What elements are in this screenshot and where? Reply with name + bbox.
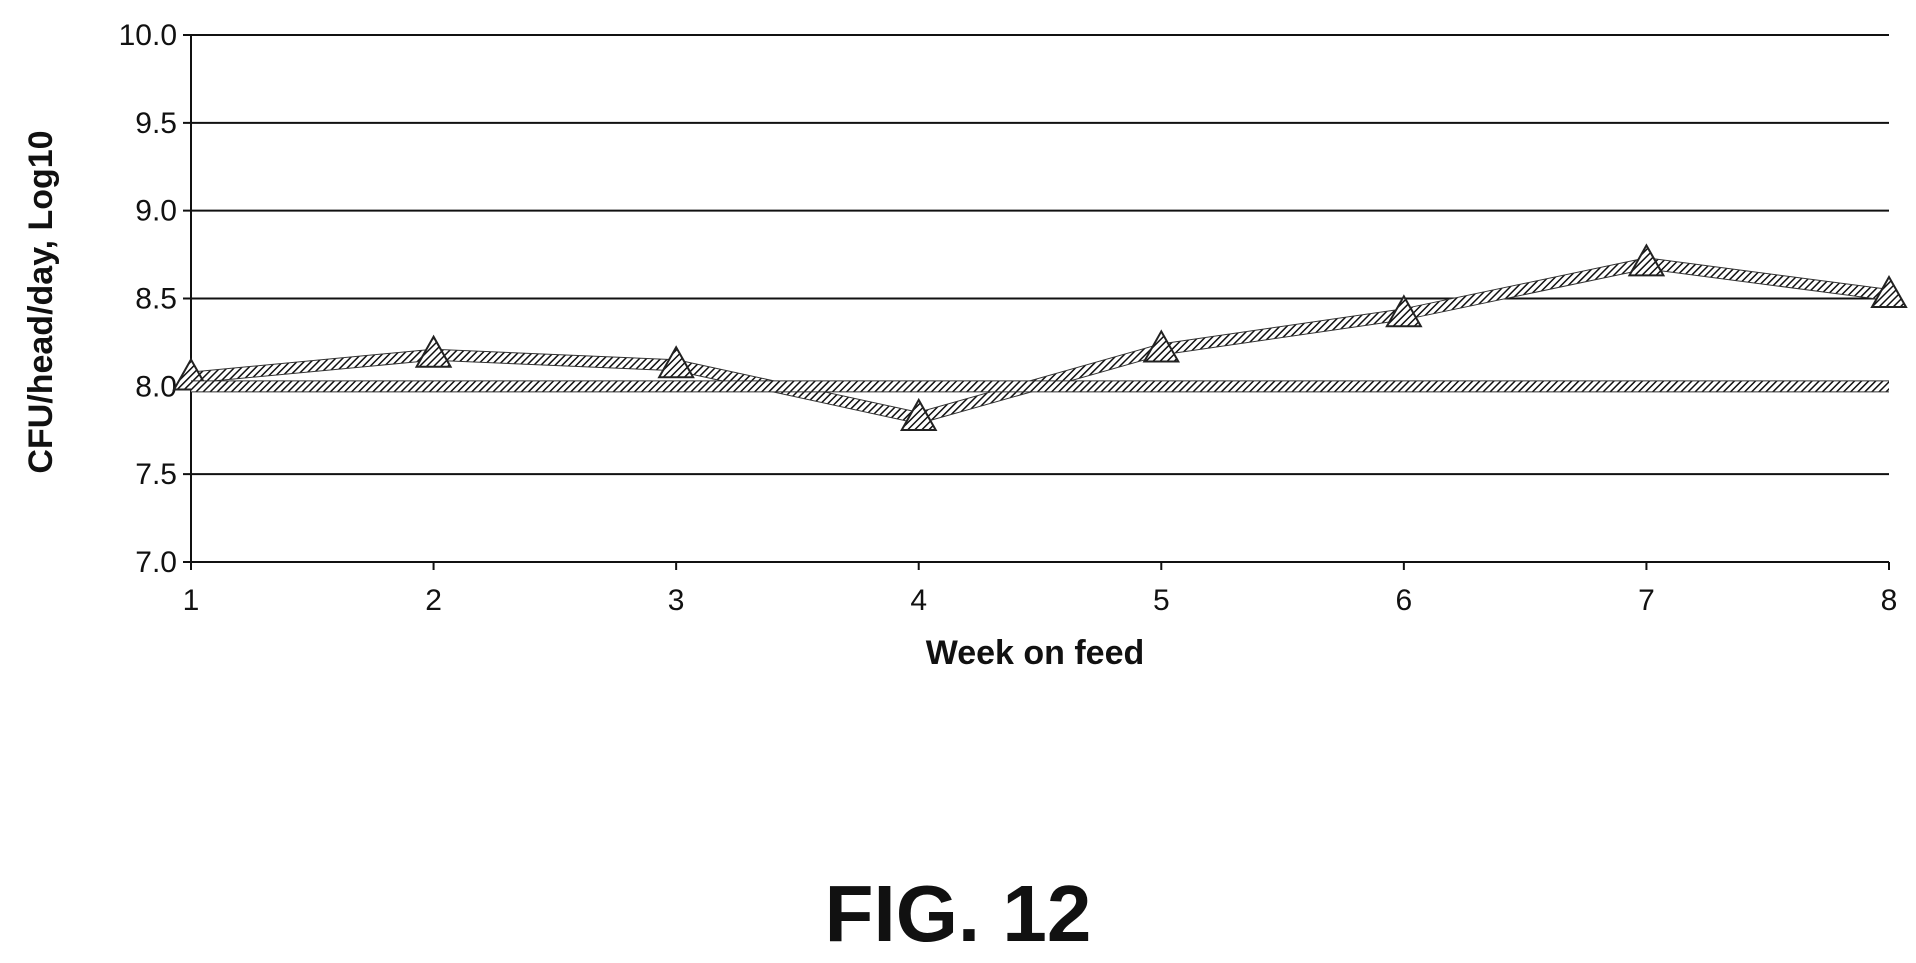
x-tick-label: 1 — [183, 584, 200, 617]
x-tick-labels: 1 2 3 4 5 6 7 8 — [183, 584, 1898, 617]
gridlines — [183, 34, 1889, 563]
data-point-marker — [1627, 243, 1666, 277]
x-tick-label: 3 — [668, 584, 685, 617]
data-series-line — [190, 258, 1890, 423]
figure-caption: FIG. 12 — [824, 869, 1092, 958]
y-tick-label: 7.0 — [135, 546, 177, 579]
series — [172, 243, 1908, 431]
data-point-marker — [414, 334, 453, 368]
x-tick-label: 4 — [910, 584, 927, 617]
data-point-marker — [1870, 274, 1908, 308]
x-tick-label: 8 — [1881, 584, 1898, 617]
y-tick-label: 8.0 — [135, 370, 177, 403]
y-tick-label: 8.5 — [135, 283, 177, 316]
y-axis-label: CFU/head/day, Log10 — [22, 130, 60, 473]
x-tick-label: 7 — [1638, 584, 1655, 617]
y-tick-labels: 10.0 9.5 9.0 8.5 8.0 7.5 7.0 — [119, 19, 177, 579]
y-tick-label: 10.0 — [119, 19, 177, 52]
x-axis-label: Week on feed — [926, 634, 1145, 672]
data-series-line-outline — [190, 257, 1890, 424]
x-tick-label: 5 — [1153, 584, 1170, 617]
y-tick-label: 9.0 — [135, 195, 177, 228]
axes — [190, 35, 1890, 570]
data-point-marker — [1142, 329, 1181, 363]
x-tick-label: 6 — [1396, 584, 1413, 617]
data-point-marker — [899, 397, 938, 431]
x-tick-label: 2 — [425, 584, 442, 617]
y-tick-label: 9.5 — [135, 107, 177, 140]
data-point-marker — [657, 345, 695, 379]
data-point-marker — [1385, 294, 1423, 328]
y-tick-label: 7.5 — [135, 458, 177, 491]
